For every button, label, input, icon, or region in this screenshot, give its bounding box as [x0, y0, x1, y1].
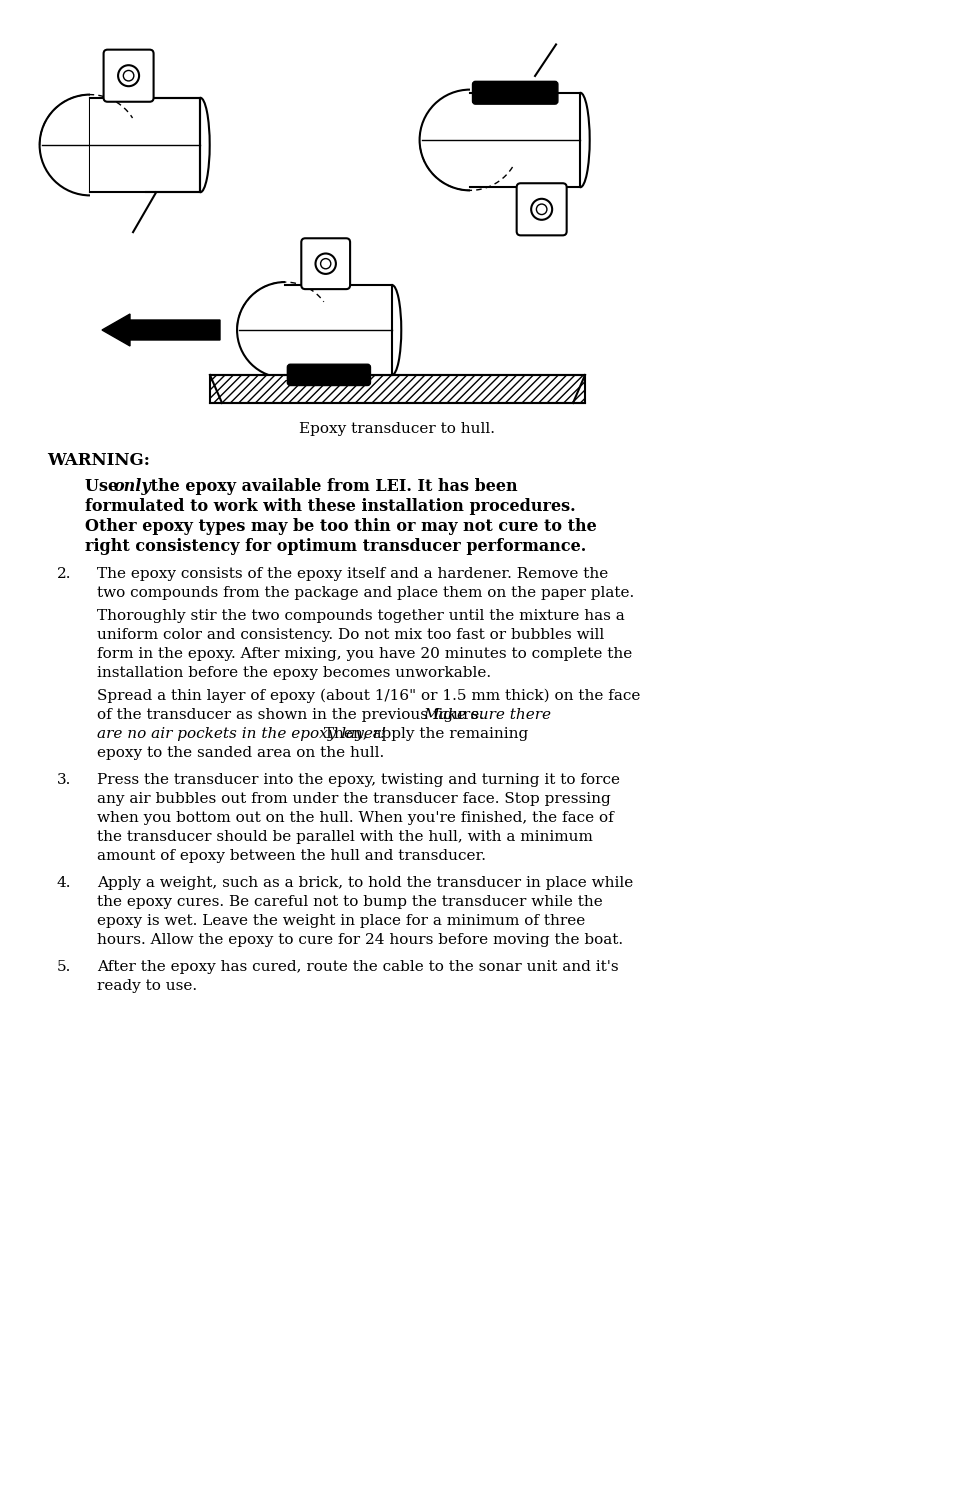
Circle shape [531, 199, 552, 220]
Text: of the transducer as shown in the previous figure.: of the transducer as shown in the previo… [97, 708, 489, 723]
Text: only: only [112, 477, 151, 495]
Circle shape [320, 259, 331, 269]
Text: Press the transducer into the epoxy, twisting and turning it to force: Press the transducer into the epoxy, twi… [97, 773, 619, 787]
Text: Thoroughly stir the two compounds together until the mixture has a: Thoroughly stir the two compounds togeth… [97, 610, 624, 623]
Text: The epoxy consists of the epoxy itself and a hardener. Remove the: The epoxy consists of the epoxy itself a… [97, 567, 608, 581]
Circle shape [419, 89, 519, 190]
Circle shape [315, 253, 335, 274]
Text: Make sure there: Make sure there [422, 708, 551, 723]
Bar [470, 92, 579, 187]
Circle shape [236, 283, 333, 378]
Text: 5.: 5. [57, 961, 71, 974]
Text: uniform color and consistency. Do not mix too fast or bubbles will: uniform color and consistency. Do not mi… [97, 628, 603, 642]
Text: the epoxy available from LEI. It has been: the epoxy available from LEI. It has bee… [145, 477, 517, 495]
Bar [470, 88, 525, 192]
Text: Then, apply the remaining: Then, apply the remaining [318, 727, 528, 741]
FancyBboxPatch shape [104, 49, 153, 101]
Text: the epoxy cures. Be careful not to bump the transducer while the: the epoxy cures. Be careful not to bump … [97, 895, 602, 909]
Text: are no air pockets in the epoxy layer!: are no air pockets in the epoxy layer! [97, 727, 386, 741]
Text: installation before the epoxy becomes unworkable.: installation before the epoxy becomes un… [97, 666, 491, 680]
Text: 2.: 2. [57, 567, 71, 581]
Text: 4.: 4. [57, 876, 71, 891]
FancyBboxPatch shape [517, 183, 566, 235]
Text: epoxy is wet. Leave the weight in place for a minimum of three: epoxy is wet. Leave the weight in place … [97, 915, 584, 928]
Text: any air bubbles out from under the transducer face. Stop pressing: any air bubbles out from under the trans… [97, 793, 610, 806]
Bar [285, 280, 337, 381]
Text: the transducer should be parallel with the hull, with a minimum: the transducer should be parallel with t… [97, 830, 592, 845]
Bar [285, 286, 392, 375]
Text: when you bottom out on the hull. When you're finished, the face of: when you bottom out on the hull. When yo… [97, 810, 613, 825]
FancyBboxPatch shape [90, 98, 200, 192]
Text: After the epoxy has cured, route the cable to the sonar unit and it's: After the epoxy has cured, route the cab… [97, 961, 618, 974]
Circle shape [536, 204, 546, 214]
Circle shape [118, 65, 139, 86]
Text: hours. Allow the epoxy to cure for 24 hours before moving the boat.: hours. Allow the epoxy to cure for 24 ho… [97, 932, 622, 947]
Bar [90, 92, 145, 198]
FancyBboxPatch shape [472, 82, 558, 104]
Text: ready to use.: ready to use. [97, 978, 197, 993]
Circle shape [123, 70, 133, 80]
FancyBboxPatch shape [301, 238, 350, 288]
Text: right consistency for optimum transducer performance.: right consistency for optimum transducer… [85, 538, 586, 555]
Text: Apply a weight, such as a brick, to hold the transducer in place while: Apply a weight, such as a brick, to hold… [97, 876, 633, 891]
FancyBboxPatch shape [287, 364, 370, 385]
Text: Spread a thin layer of epoxy (about 1/16" or 1.5 mm thick) on the face: Spread a thin layer of epoxy (about 1/16… [97, 688, 639, 703]
Circle shape [40, 95, 140, 195]
Text: WARNING:: WARNING: [47, 452, 150, 468]
Text: amount of epoxy between the hull and transducer.: amount of epoxy between the hull and tra… [97, 849, 485, 862]
Text: 3.: 3. [57, 773, 71, 787]
Text: Other epoxy types may be too thin or may not cure to the: Other epoxy types may be too thin or may… [85, 517, 597, 535]
Text: form in the epoxy. After mixing, you have 20 minutes to complete the: form in the epoxy. After mixing, you hav… [97, 647, 632, 662]
FancyArrow shape [102, 314, 220, 346]
Text: two compounds from the package and place them on the paper plate.: two compounds from the package and place… [97, 586, 634, 599]
Text: epoxy to the sanded area on the hull.: epoxy to the sanded area on the hull. [97, 746, 384, 760]
Text: Epoxy transducer to hull.: Epoxy transducer to hull. [298, 422, 495, 436]
Text: Use: Use [85, 477, 124, 495]
Text: formulated to work with these installation procedures.: formulated to work with these installati… [85, 498, 575, 515]
Bar [210, 375, 584, 403]
